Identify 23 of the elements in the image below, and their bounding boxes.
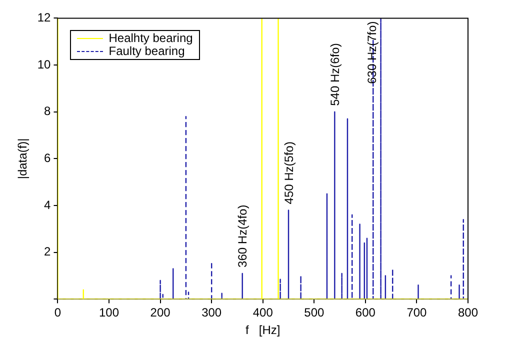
legend-label: Healhty bearing [108,31,193,46]
annotation: 450 Hz(5fo) [282,142,296,204]
x-tick-label: 100 [99,306,120,320]
y-tick-label: 10 [37,57,52,72]
annotation: 540 Hz(6fo) [328,43,342,106]
x-tick-label: 800 [458,306,478,320]
x-tick-label: 300 [202,306,222,320]
x-tick-label: 500 [304,306,324,320]
annotation: 630 Hz(7fo) [365,21,380,84]
x-tick-label: 0 [54,306,62,320]
y-axis-title: |data(f)| [16,138,30,180]
y-tick-label: 8 [44,104,52,118]
y-tick-label: 12 [37,10,52,25]
y-tick-label: 2 [44,244,52,259]
x-tick-label: 400 [252,306,274,320]
x-tick-label: 700 [406,306,428,320]
y-tick-label: 6 [44,151,52,166]
x-tick-label: 600 [355,306,376,320]
annotation: 360 Hz(4fo) [236,204,250,268]
y-tick-label: 4 [44,198,52,212]
x-axis-title: f [Hz] [246,323,280,338]
x-tick-label: 200 [150,306,171,320]
legend-label: Faulty bearing [108,44,185,58]
